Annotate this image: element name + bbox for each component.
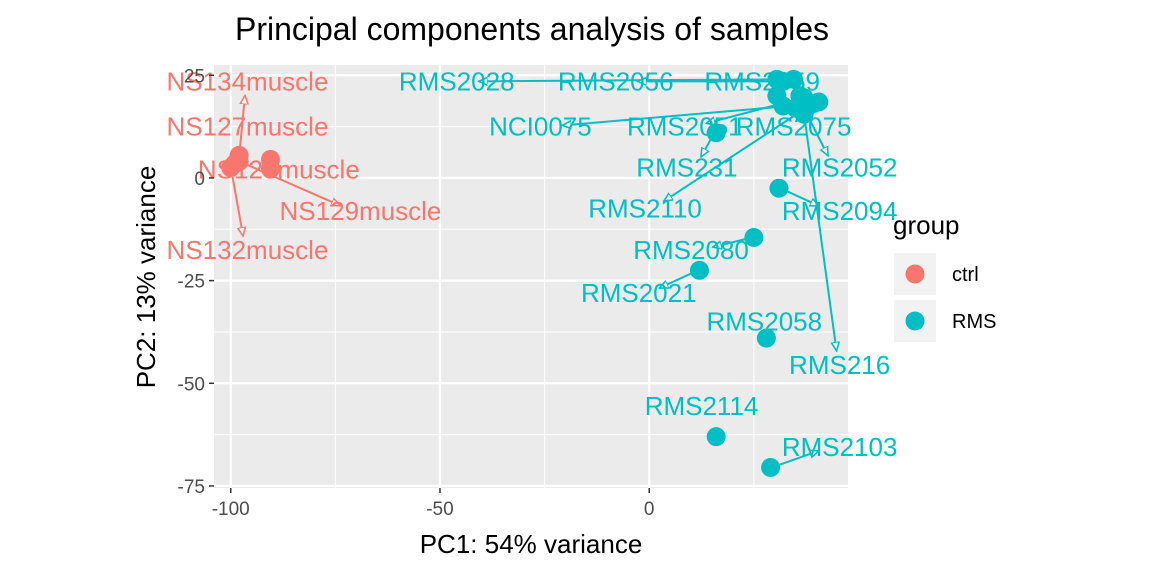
legend-label: RMS (952, 311, 996, 333)
data-point (744, 227, 764, 247)
point-label: RMS2058 (706, 307, 822, 337)
data-point (260, 159, 280, 179)
label-leader-lines (231, 79, 836, 467)
point-label: RMS2094 (782, 196, 898, 226)
x-tick-label: 0 (644, 499, 655, 520)
point-label: NCI0075 (489, 112, 592, 142)
data-point (221, 158, 241, 178)
data-point (706, 123, 726, 143)
label-leader-arrow (659, 272, 693, 289)
label-leader-arrow (664, 111, 800, 201)
data-point (784, 69, 804, 89)
point-label: RMS2028 (399, 66, 515, 96)
y-tick-label: 25 (184, 66, 205, 87)
point-label: RMS2056 (558, 66, 674, 96)
y-tick-label: -25 (178, 272, 205, 293)
y-tick-label: -50 (178, 374, 205, 395)
label-leader-arrow (701, 138, 712, 157)
label-leader-arrow (777, 451, 818, 467)
point-label: NS132muscle (167, 235, 329, 265)
data-point (769, 178, 789, 198)
legend-title: group (893, 210, 960, 240)
point-label: RMS2052 (782, 153, 898, 183)
y-tick-label: 0 (194, 169, 205, 190)
label-leader-arrow (804, 122, 836, 351)
axis-ticks: -100 -50 0 25 0 -25 -50 -75 (178, 66, 655, 520)
data-point (761, 457, 781, 477)
point-label: RMS2075 (736, 112, 852, 142)
data-points (221, 69, 829, 477)
data-point (756, 328, 776, 348)
point-label: RMS2021 (581, 278, 697, 308)
point-label: RMS2051 (627, 112, 743, 142)
point-label: NS134muscle (167, 66, 329, 96)
grid-lines (214, 65, 848, 488)
point-label: NS127muscle (167, 112, 329, 142)
point-label: RMS2080 (633, 235, 749, 265)
point-label: RMS2110 (588, 194, 702, 224)
x-tick-label: -100 (212, 499, 250, 520)
data-point (809, 92, 829, 112)
point-label: RMS216 (789, 350, 890, 380)
legend-marker (905, 264, 925, 284)
point-label: RMS2103 (782, 432, 898, 462)
plot-panel (214, 65, 848, 488)
label-leader-arrow (231, 175, 243, 237)
point-label: NS128muscle (198, 155, 360, 185)
label-leader-arrow (479, 79, 769, 81)
y-tick-label: -75 (178, 477, 205, 498)
y-axis-title: PC2: 13% variance (131, 166, 161, 389)
legend: group ctrl RMS (893, 210, 996, 342)
point-label: RMS231 (636, 153, 737, 183)
point-label: NS129muscle (280, 196, 442, 226)
label-leader-arrow (786, 190, 819, 207)
label-leader-arrow (713, 238, 747, 247)
data-point (767, 86, 787, 106)
point-label: RMS2114 (645, 391, 759, 421)
x-axis-title: PC1: 54% variance (420, 529, 643, 559)
label-leader-arrow (239, 95, 245, 148)
legend-label: ctrl (952, 264, 979, 286)
point-label: RMS2059 (704, 66, 820, 96)
label-leader-arrow (807, 116, 828, 156)
legend-marker (905, 311, 925, 331)
x-tick-label: -50 (426, 499, 453, 520)
point-labels: NS134muscle NS127muscle NS128muscle NS129mu… (167, 66, 898, 462)
data-point (689, 260, 709, 280)
data-point (706, 427, 726, 447)
data-point (786, 98, 806, 118)
chart-title: Principal components analysis of samples (235, 11, 829, 47)
